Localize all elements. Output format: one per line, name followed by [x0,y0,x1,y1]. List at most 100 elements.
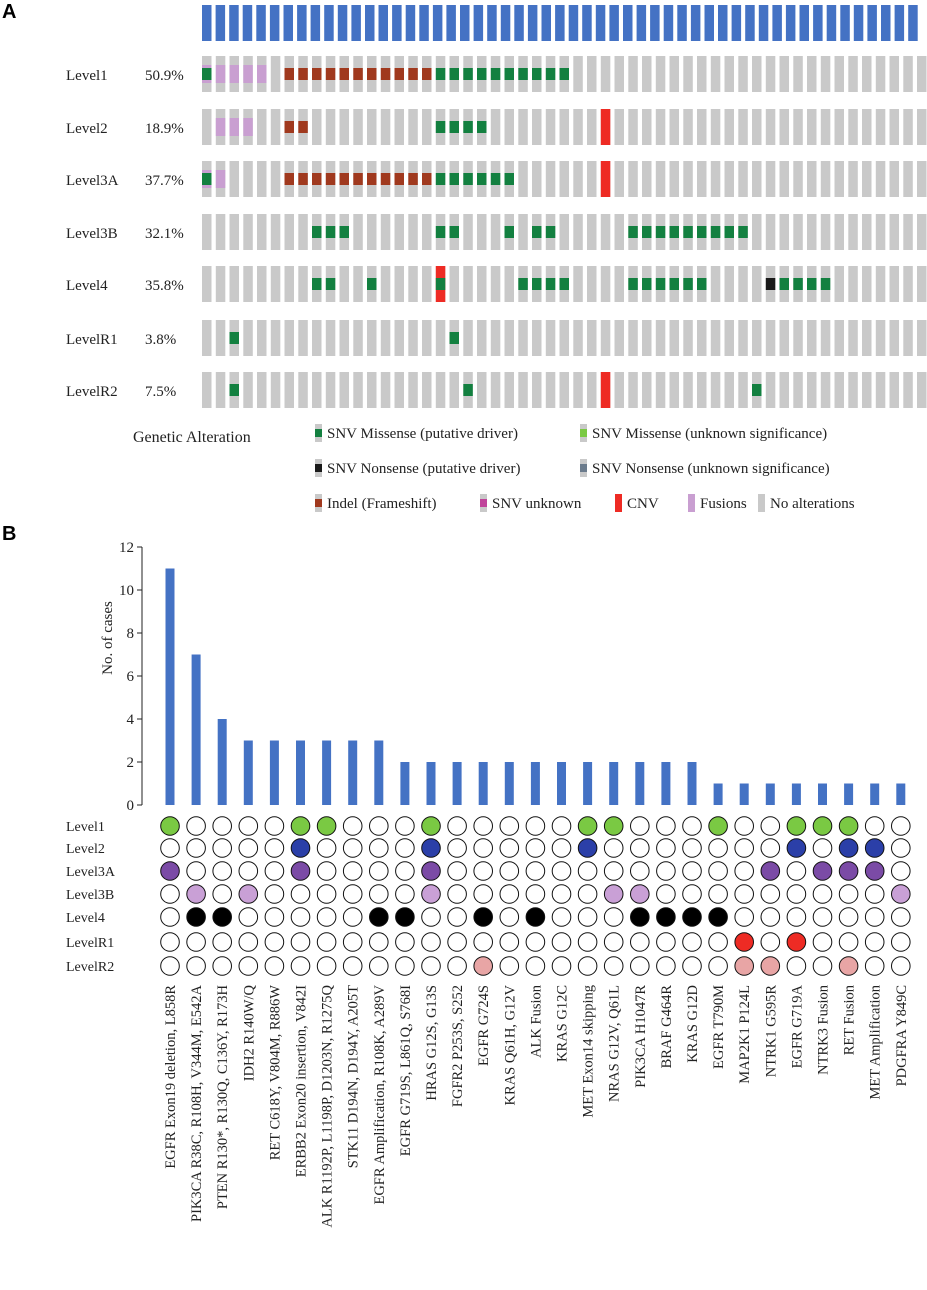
oncoprint-cell [862,372,872,408]
oncoprint-cell [325,320,336,356]
bar-chart: No. of cases 0 2 4 6 8 10 12 [100,540,906,814]
oncoprint-cell [738,266,748,302]
oncoprint-cell [848,56,858,92]
level-dot [212,861,232,881]
snv-missense-mark [518,68,528,80]
oncoprint-cell [504,109,514,145]
oncoprint-cell [683,320,693,356]
level-dot [342,816,363,836]
sample-header-cell [894,5,905,41]
oncoprint-cell [862,214,872,250]
level-dot [186,816,206,836]
level-dot [551,884,572,904]
oncoprint-cell [765,214,776,250]
level-dot [630,932,650,952]
oncoprint-cell [903,109,913,145]
oncoprint-cell [834,214,844,250]
level-percentage: 3.8% [145,332,176,348]
oncoprint-cell [807,372,817,408]
x-tick-label: EGFR Amplification, R108K, A289V [372,984,388,1204]
oncoprint-cell [889,266,899,302]
level-dot [760,956,781,976]
level-dot [656,907,676,927]
level-dot [630,956,650,976]
oncoprint-cell [683,161,693,197]
oncoprint-cell [573,372,583,408]
level-dot [421,884,441,904]
oncoprint-cell [229,214,239,250]
x-tick-label: MAP2K1 P124L [737,985,753,1084]
snv-missense-mark [628,278,638,290]
oncoprint-cell [614,266,624,302]
level-dot [577,816,598,836]
level-percentage: 35.8% [145,278,184,294]
sample-header-cell [758,5,769,41]
sample-header-cell [555,5,565,41]
level-dot [812,861,833,881]
level-dot [212,932,232,952]
sample-header-cell [297,5,307,41]
y-tick-label: 12 [119,540,134,556]
level-dot [395,884,415,904]
level-dot [499,884,520,904]
bar [243,740,253,805]
oncoprint-cell [559,320,569,356]
legend-swatch [758,494,765,512]
oncoprint-cell [752,214,762,250]
level-percentage: 18.9% [145,121,184,137]
level-dot [682,861,702,881]
level-dot [708,956,728,976]
sample-header-cell [378,5,388,41]
snv-missense-mark [435,278,446,290]
oncoprint-cell [779,56,789,92]
level-dot [160,838,180,858]
level-dot [838,956,859,976]
x-tick-label: NRAS G12V, Q61L [607,985,623,1102]
oncoprint-cell [353,266,363,302]
oncoprint-cell [834,266,844,302]
sample-header-cell [419,5,429,41]
level-dot [499,907,520,927]
fusion-mark [229,65,239,83]
sample-header-cell [636,5,647,41]
indel-mark [367,173,377,185]
x-tick-label: MET Amplification [868,984,884,1099]
oncoprint-cell [449,372,459,408]
snv-missense-mark [312,226,322,238]
level-dot [342,861,363,881]
oncoprint-cell [793,372,803,408]
matrix-level-label: Level1 [66,820,105,835]
level-dot [864,861,885,881]
oncoprint-cell [504,320,514,356]
sample-header-cell [582,5,592,41]
snv-missense-mark [683,278,693,290]
oncoprint-cell [600,266,611,302]
matrix-level-label: Level2 [66,842,105,857]
level-dot [603,861,624,881]
level-dot [447,932,467,952]
level-dot [577,956,598,976]
oncoprint-cell [779,161,789,197]
oncoprint-cell [765,372,776,408]
level-dot [891,907,911,927]
oncoprint-grid [202,56,927,408]
indel-mark [325,173,336,185]
level-dot [838,884,859,904]
oncoprint-cell [559,161,569,197]
oncoprint-cell [587,109,597,145]
bar [609,762,619,805]
x-tick-label: EGFR G719S, L861Q, S768I [398,985,414,1156]
level-dot [864,838,885,858]
fusion-mark [215,170,226,188]
bar [400,762,410,805]
indel-mark [284,173,294,185]
legend-swatch [315,499,322,507]
oncoprint-cell [793,56,803,92]
sample-header-cell [310,5,321,41]
sample-header-cell [609,5,619,41]
level-dot [212,816,232,836]
sample-header-cell [813,5,823,41]
level-dot [525,884,546,904]
legend-swatch [615,494,622,512]
oncoprint-cell [243,214,253,250]
